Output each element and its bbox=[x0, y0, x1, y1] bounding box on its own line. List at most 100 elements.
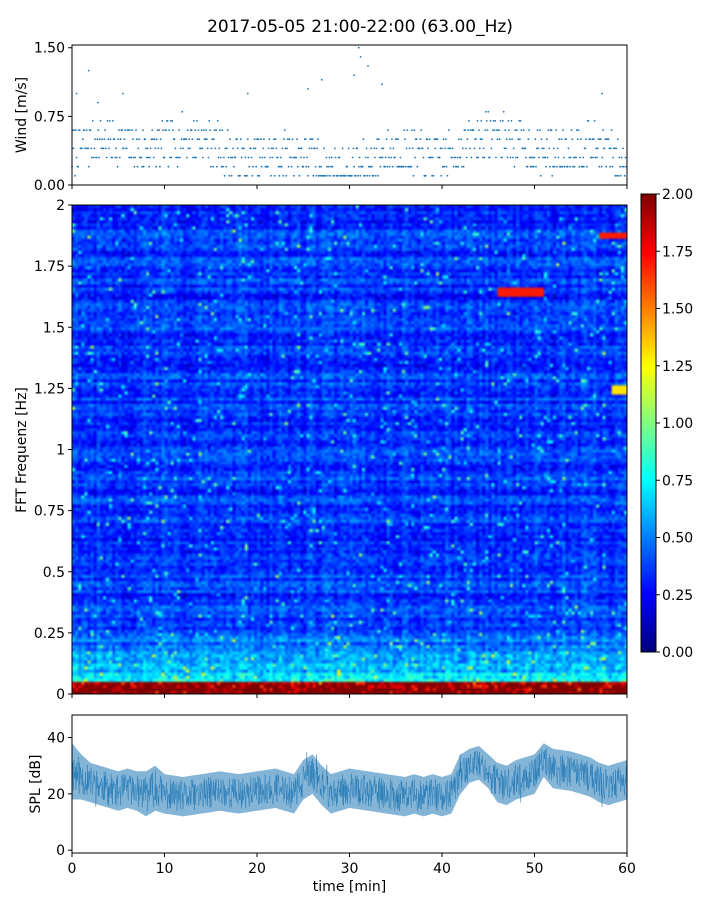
wind-point bbox=[505, 147, 507, 150]
wind-point bbox=[150, 138, 153, 141]
wind-point bbox=[404, 138, 406, 141]
wind-point bbox=[413, 129, 416, 132]
wind-point bbox=[529, 165, 532, 168]
wind-point bbox=[324, 174, 327, 177]
wind-point bbox=[422, 156, 425, 159]
figure-title: 2017-05-05 21:00-22:00 (63.00_Hz) bbox=[207, 17, 513, 37]
wind-point bbox=[323, 147, 325, 150]
spectrogram-heatmap bbox=[72, 205, 627, 694]
wind-point bbox=[75, 156, 78, 159]
wind-point bbox=[157, 147, 160, 150]
wind-point bbox=[366, 174, 369, 177]
wind-point bbox=[196, 120, 198, 122]
wind-point bbox=[270, 174, 272, 177]
wind-point bbox=[304, 138, 307, 141]
wind-subplot: 0.00 0.75 1.50 Wind [m/s] bbox=[14, 41, 628, 194]
wind-point bbox=[403, 129, 406, 132]
wind-point bbox=[225, 165, 228, 168]
wind-point bbox=[175, 156, 178, 159]
wind-point bbox=[81, 138, 84, 141]
wind-point bbox=[307, 165, 310, 168]
wind-point bbox=[547, 129, 550, 132]
wind-point bbox=[271, 156, 274, 159]
wind-point bbox=[260, 165, 263, 168]
wind-point bbox=[251, 174, 254, 177]
wind-point bbox=[545, 138, 548, 141]
wind-point bbox=[307, 174, 309, 177]
wind-point bbox=[329, 174, 332, 177]
wind-point bbox=[101, 138, 103, 141]
colorbar-ticks: 0.00 0.25 0.50 0.75 1.00 1.25 1.50 1.75 2.00 bbox=[656, 187, 693, 661]
wind-point bbox=[377, 138, 380, 141]
wind-point bbox=[290, 165, 293, 168]
wind-point bbox=[130, 156, 133, 159]
wind-point bbox=[542, 156, 544, 159]
wind-point bbox=[387, 129, 389, 132]
wind-point bbox=[569, 156, 572, 159]
wind-point bbox=[525, 156, 527, 159]
wind-point bbox=[122, 92, 124, 95]
wind-point bbox=[244, 156, 247, 159]
spectrogram-x-ticks bbox=[71, 694, 628, 698]
wind-point bbox=[267, 147, 270, 150]
wind-point bbox=[95, 156, 98, 159]
wind-point bbox=[98, 156, 100, 159]
spectrogram-y-axis-label: FFT Frequenz [Hz] bbox=[14, 387, 30, 513]
wind-point bbox=[228, 174, 231, 177]
wind-point bbox=[92, 156, 95, 159]
colorbar-tick-label: 0.75 bbox=[662, 473, 693, 489]
wind-point bbox=[141, 165, 144, 168]
wind-point bbox=[192, 156, 194, 159]
colorbar-tick-label: 1.25 bbox=[662, 359, 693, 375]
wind-point bbox=[346, 165, 349, 168]
wind-point bbox=[623, 165, 625, 168]
wind-point bbox=[385, 138, 388, 141]
wind-point bbox=[142, 129, 144, 132]
wind-point bbox=[556, 147, 559, 150]
wind-point bbox=[432, 174, 435, 177]
wind-point bbox=[85, 129, 88, 132]
wind-point bbox=[529, 156, 531, 159]
wind-point bbox=[280, 156, 282, 159]
wind-point bbox=[166, 120, 169, 122]
wind-point bbox=[537, 147, 540, 150]
wind-point bbox=[334, 156, 337, 159]
wind-point bbox=[243, 174, 246, 177]
wind-point bbox=[118, 156, 121, 159]
wind-point bbox=[123, 138, 126, 141]
wind-y-axis-label: Wind [m/s] bbox=[14, 77, 30, 153]
wind-point bbox=[545, 165, 547, 168]
wind-point bbox=[124, 129, 127, 132]
wind-point bbox=[74, 174, 76, 177]
wind-point bbox=[107, 138, 110, 141]
wind-point bbox=[303, 156, 305, 159]
wind-point bbox=[232, 147, 235, 150]
wind-point bbox=[411, 147, 414, 150]
wind-point bbox=[499, 120, 502, 122]
wind-point bbox=[593, 120, 596, 122]
wind-point bbox=[511, 138, 513, 141]
wind-point bbox=[412, 174, 415, 177]
wind-point bbox=[582, 156, 584, 159]
wind-point bbox=[394, 156, 396, 159]
wind-point bbox=[549, 165, 551, 168]
wind-point bbox=[479, 138, 482, 141]
wind-point bbox=[513, 165, 516, 168]
wind-point bbox=[316, 147, 318, 150]
wind-point bbox=[567, 147, 570, 150]
wind-point bbox=[281, 147, 284, 150]
wind-point bbox=[180, 138, 183, 141]
wind-point bbox=[282, 174, 285, 177]
wind-point bbox=[227, 156, 230, 159]
wind-point bbox=[440, 174, 443, 177]
wind-point bbox=[396, 165, 399, 168]
wind-point bbox=[210, 147, 213, 150]
wind-point bbox=[300, 156, 302, 159]
wind-point bbox=[485, 110, 487, 113]
spl-xtick-label: 50 bbox=[526, 861, 544, 877]
wind-point bbox=[476, 120, 479, 122]
wind-point bbox=[475, 156, 478, 159]
wind-point bbox=[111, 156, 113, 159]
wind-point bbox=[512, 156, 514, 159]
wind-point bbox=[609, 165, 611, 168]
